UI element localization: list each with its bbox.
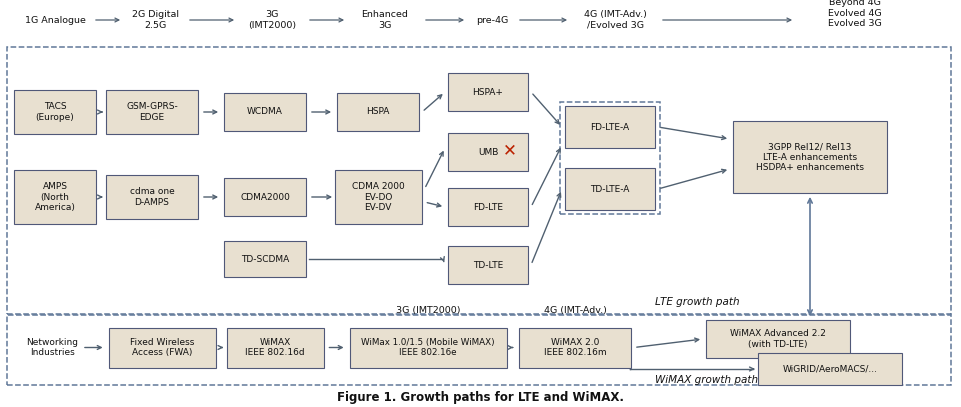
FancyBboxPatch shape (106, 175, 198, 219)
Text: FD-LTE-A: FD-LTE-A (590, 123, 629, 131)
Text: 4G (IMT-Adv.): 4G (IMT-Adv.) (544, 306, 606, 315)
FancyBboxPatch shape (448, 73, 528, 111)
FancyBboxPatch shape (227, 328, 324, 368)
FancyBboxPatch shape (448, 246, 528, 284)
Bar (7, 315, 951, 385)
FancyBboxPatch shape (14, 90, 96, 134)
Text: GSM-GPRS-
EDGE: GSM-GPRS- EDGE (126, 102, 178, 122)
FancyBboxPatch shape (224, 93, 306, 131)
FancyBboxPatch shape (733, 121, 887, 193)
Text: 2G Digital
2.5G: 2G Digital 2.5G (132, 10, 179, 30)
Text: 3GPP Rel12/ Rel13
LTE-A enhancements
HSDPA+ enhancements: 3GPP Rel12/ Rel13 LTE-A enhancements HSD… (756, 142, 864, 172)
Text: 3G
(IMT2000): 3G (IMT2000) (248, 10, 296, 30)
FancyBboxPatch shape (519, 328, 631, 368)
Text: WiMax 1.0/1.5 (Mobile WiMAX)
IEEE 802.16e: WiMax 1.0/1.5 (Mobile WiMAX) IEEE 802.16… (361, 338, 495, 357)
Text: WiGRID/AeroMACS/...: WiGRID/AeroMACS/... (782, 365, 877, 374)
Text: TACS
(Europe): TACS (Europe) (36, 102, 74, 122)
FancyBboxPatch shape (14, 170, 96, 224)
FancyBboxPatch shape (109, 328, 215, 368)
FancyBboxPatch shape (565, 168, 655, 210)
FancyBboxPatch shape (334, 170, 422, 224)
FancyBboxPatch shape (350, 328, 506, 368)
Text: Networking
Industries: Networking Industries (26, 338, 78, 357)
FancyBboxPatch shape (106, 90, 198, 134)
Text: Beyond 4G
Evolved 4G
Evolved 3G: Beyond 4G Evolved 4G Evolved 3G (828, 0, 882, 28)
Text: ✕: ✕ (503, 141, 517, 159)
Text: LTE growth path: LTE growth path (655, 297, 740, 307)
FancyBboxPatch shape (448, 133, 528, 171)
Text: HSPA+: HSPA+ (473, 88, 504, 96)
Text: TD-SCDMA: TD-SCDMA (241, 254, 289, 263)
Text: cdma one
D-AMPS: cdma one D-AMPS (130, 187, 174, 207)
Text: FD-LTE: FD-LTE (473, 203, 503, 212)
FancyBboxPatch shape (224, 178, 306, 216)
Text: Fixed Wireless
Access (FWA): Fixed Wireless Access (FWA) (130, 338, 194, 357)
FancyBboxPatch shape (706, 320, 850, 358)
Text: CDMA2000: CDMA2000 (240, 193, 290, 201)
Text: TD-LTE-A: TD-LTE-A (590, 184, 629, 193)
Text: TD-LTE: TD-LTE (473, 260, 504, 269)
Text: 4G (IMT-Adv.)
/Evolved 3G: 4G (IMT-Adv.) /Evolved 3G (583, 10, 647, 30)
Text: WiMAX growth path: WiMAX growth path (655, 375, 758, 385)
Text: WiMAX Advanced 2.2
(with TD-LTE): WiMAX Advanced 2.2 (with TD-LTE) (730, 329, 825, 349)
Text: UMB: UMB (478, 147, 498, 157)
Text: AMPS
(North
America): AMPS (North America) (35, 182, 75, 212)
Text: WiMAX
IEEE 802.16d: WiMAX IEEE 802.16d (245, 338, 305, 357)
Text: 1G Analogue: 1G Analogue (25, 15, 86, 24)
Text: WCDMA: WCDMA (247, 107, 283, 116)
Bar (7, 47, 951, 314)
Text: WiMAX 2.0
IEEE 802.16m: WiMAX 2.0 IEEE 802.16m (544, 338, 606, 357)
Bar (560, 102, 660, 214)
FancyBboxPatch shape (758, 353, 902, 385)
Text: Figure 1. Growth paths for LTE and WiMAX.: Figure 1. Growth paths for LTE and WiMAX… (337, 390, 624, 403)
Text: HSPA: HSPA (366, 107, 390, 116)
Text: CDMA 2000
EV-DO
EV-DV: CDMA 2000 EV-DO EV-DV (352, 182, 405, 212)
Text: pre-4G: pre-4G (476, 15, 508, 24)
Text: Enhanced
3G: Enhanced 3G (361, 10, 408, 30)
FancyBboxPatch shape (224, 241, 306, 277)
FancyBboxPatch shape (337, 93, 419, 131)
Text: 3G (IMT2000): 3G (IMT2000) (396, 306, 460, 315)
FancyBboxPatch shape (448, 188, 528, 226)
FancyBboxPatch shape (565, 106, 655, 148)
